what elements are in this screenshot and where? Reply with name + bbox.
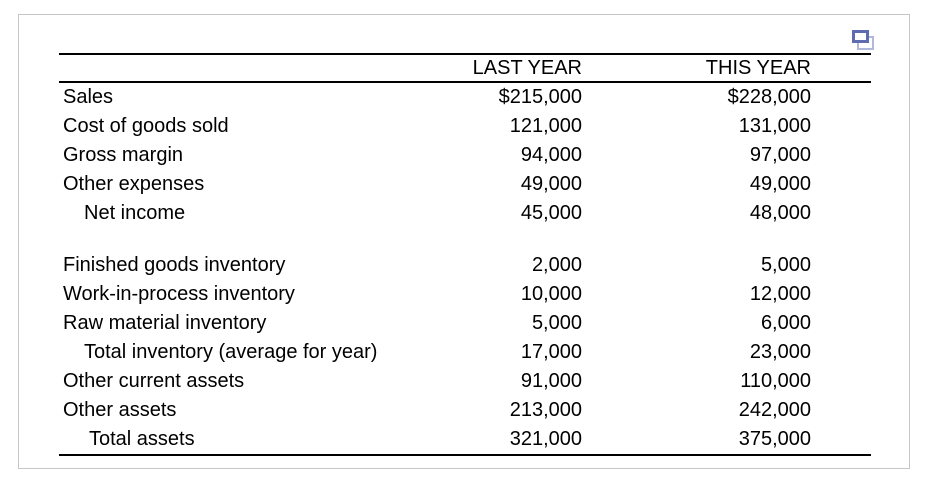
header-last-year: LAST YEAR (472, 56, 582, 79)
last-year-value: 94,000 (520, 144, 582, 166)
row-label: Total assets (89, 428, 195, 450)
copy-icon[interactable] (852, 30, 875, 51)
last-year-value: 17,000 (520, 341, 582, 363)
this-year-value: 375,000 (738, 428, 811, 450)
row-label: Other current assets (63, 370, 245, 392)
row-label: Cost of goods sold (63, 115, 229, 137)
this-year-value: 48,000 (749, 202, 811, 224)
this-year-value: 6,000 (760, 312, 811, 334)
table-row: Raw material inventory 5,000 6,000 (59, 309, 871, 338)
problem-card: LAST YEAR THIS YEAR Sales $215,000 $228,… (18, 14, 910, 469)
section-spacer (59, 228, 871, 251)
last-year-value: $215,000 (498, 86, 582, 108)
this-year-value: 49,000 (749, 173, 811, 195)
last-year-value: 91,000 (520, 370, 582, 392)
table-row: Other expenses 49,000 49,000 (59, 170, 871, 199)
table-row: Total assets 321,000 375,000 (59, 425, 871, 454)
table-row: Other current assets 91,000 110,000 (59, 367, 871, 396)
last-year-value: 121,000 (509, 115, 582, 137)
table-row: Net income 45,000 48,000 (59, 199, 871, 228)
this-year-value: 23,000 (749, 341, 811, 363)
table-header-row: LAST YEAR THIS YEAR (59, 55, 871, 83)
row-label: Raw material inventory (63, 312, 267, 334)
row-label: Total inventory (average for year) (84, 341, 378, 363)
table-row: Sales $215,000 $228,000 (59, 83, 871, 112)
row-label: Other expenses (63, 173, 205, 195)
row-label: Finished goods inventory (63, 254, 286, 276)
this-year-value: $228,000 (727, 86, 811, 108)
last-year-value: 5,000 (531, 312, 582, 334)
this-year-value: 242,000 (738, 399, 811, 421)
last-year-value: 45,000 (520, 202, 582, 224)
copy-icon-front-rect (852, 30, 869, 43)
this-year-value: 5,000 (760, 254, 811, 276)
table-body: Sales $215,000 $228,000 Cost of goods so… (59, 83, 871, 454)
last-year-value: 10,000 (520, 283, 582, 305)
row-label: Other assets (63, 399, 177, 421)
header-this-year: THIS YEAR (705, 56, 811, 79)
financial-statement-table: LAST YEAR THIS YEAR Sales $215,000 $228,… (59, 53, 871, 456)
table-row: Work-in-process inventory 10,000 12,000 (59, 280, 871, 309)
table-row: Gross margin 94,000 97,000 (59, 141, 871, 170)
last-year-value: 49,000 (520, 173, 582, 195)
row-label: Work-in-process inventory (63, 283, 295, 305)
this-year-value: 110,000 (740, 370, 811, 392)
row-label: Sales (63, 86, 114, 108)
table-row: Total inventory (average for year) 17,00… (59, 338, 871, 367)
table-row: Finished goods inventory 2,000 5,000 (59, 251, 871, 280)
last-year-value: 321,000 (509, 428, 582, 450)
this-year-value: 97,000 (749, 144, 811, 166)
table-row: Other assets 213,000 242,000 (59, 396, 871, 425)
this-year-value: 131,000 (738, 115, 811, 137)
table-row: Cost of goods sold 121,000 131,000 (59, 112, 871, 141)
row-label: Gross margin (63, 144, 184, 166)
last-year-value: 2,000 (531, 254, 582, 276)
last-year-value: 213,000 (509, 399, 582, 421)
this-year-value: 12,000 (749, 283, 811, 305)
row-label: Net income (84, 202, 186, 224)
